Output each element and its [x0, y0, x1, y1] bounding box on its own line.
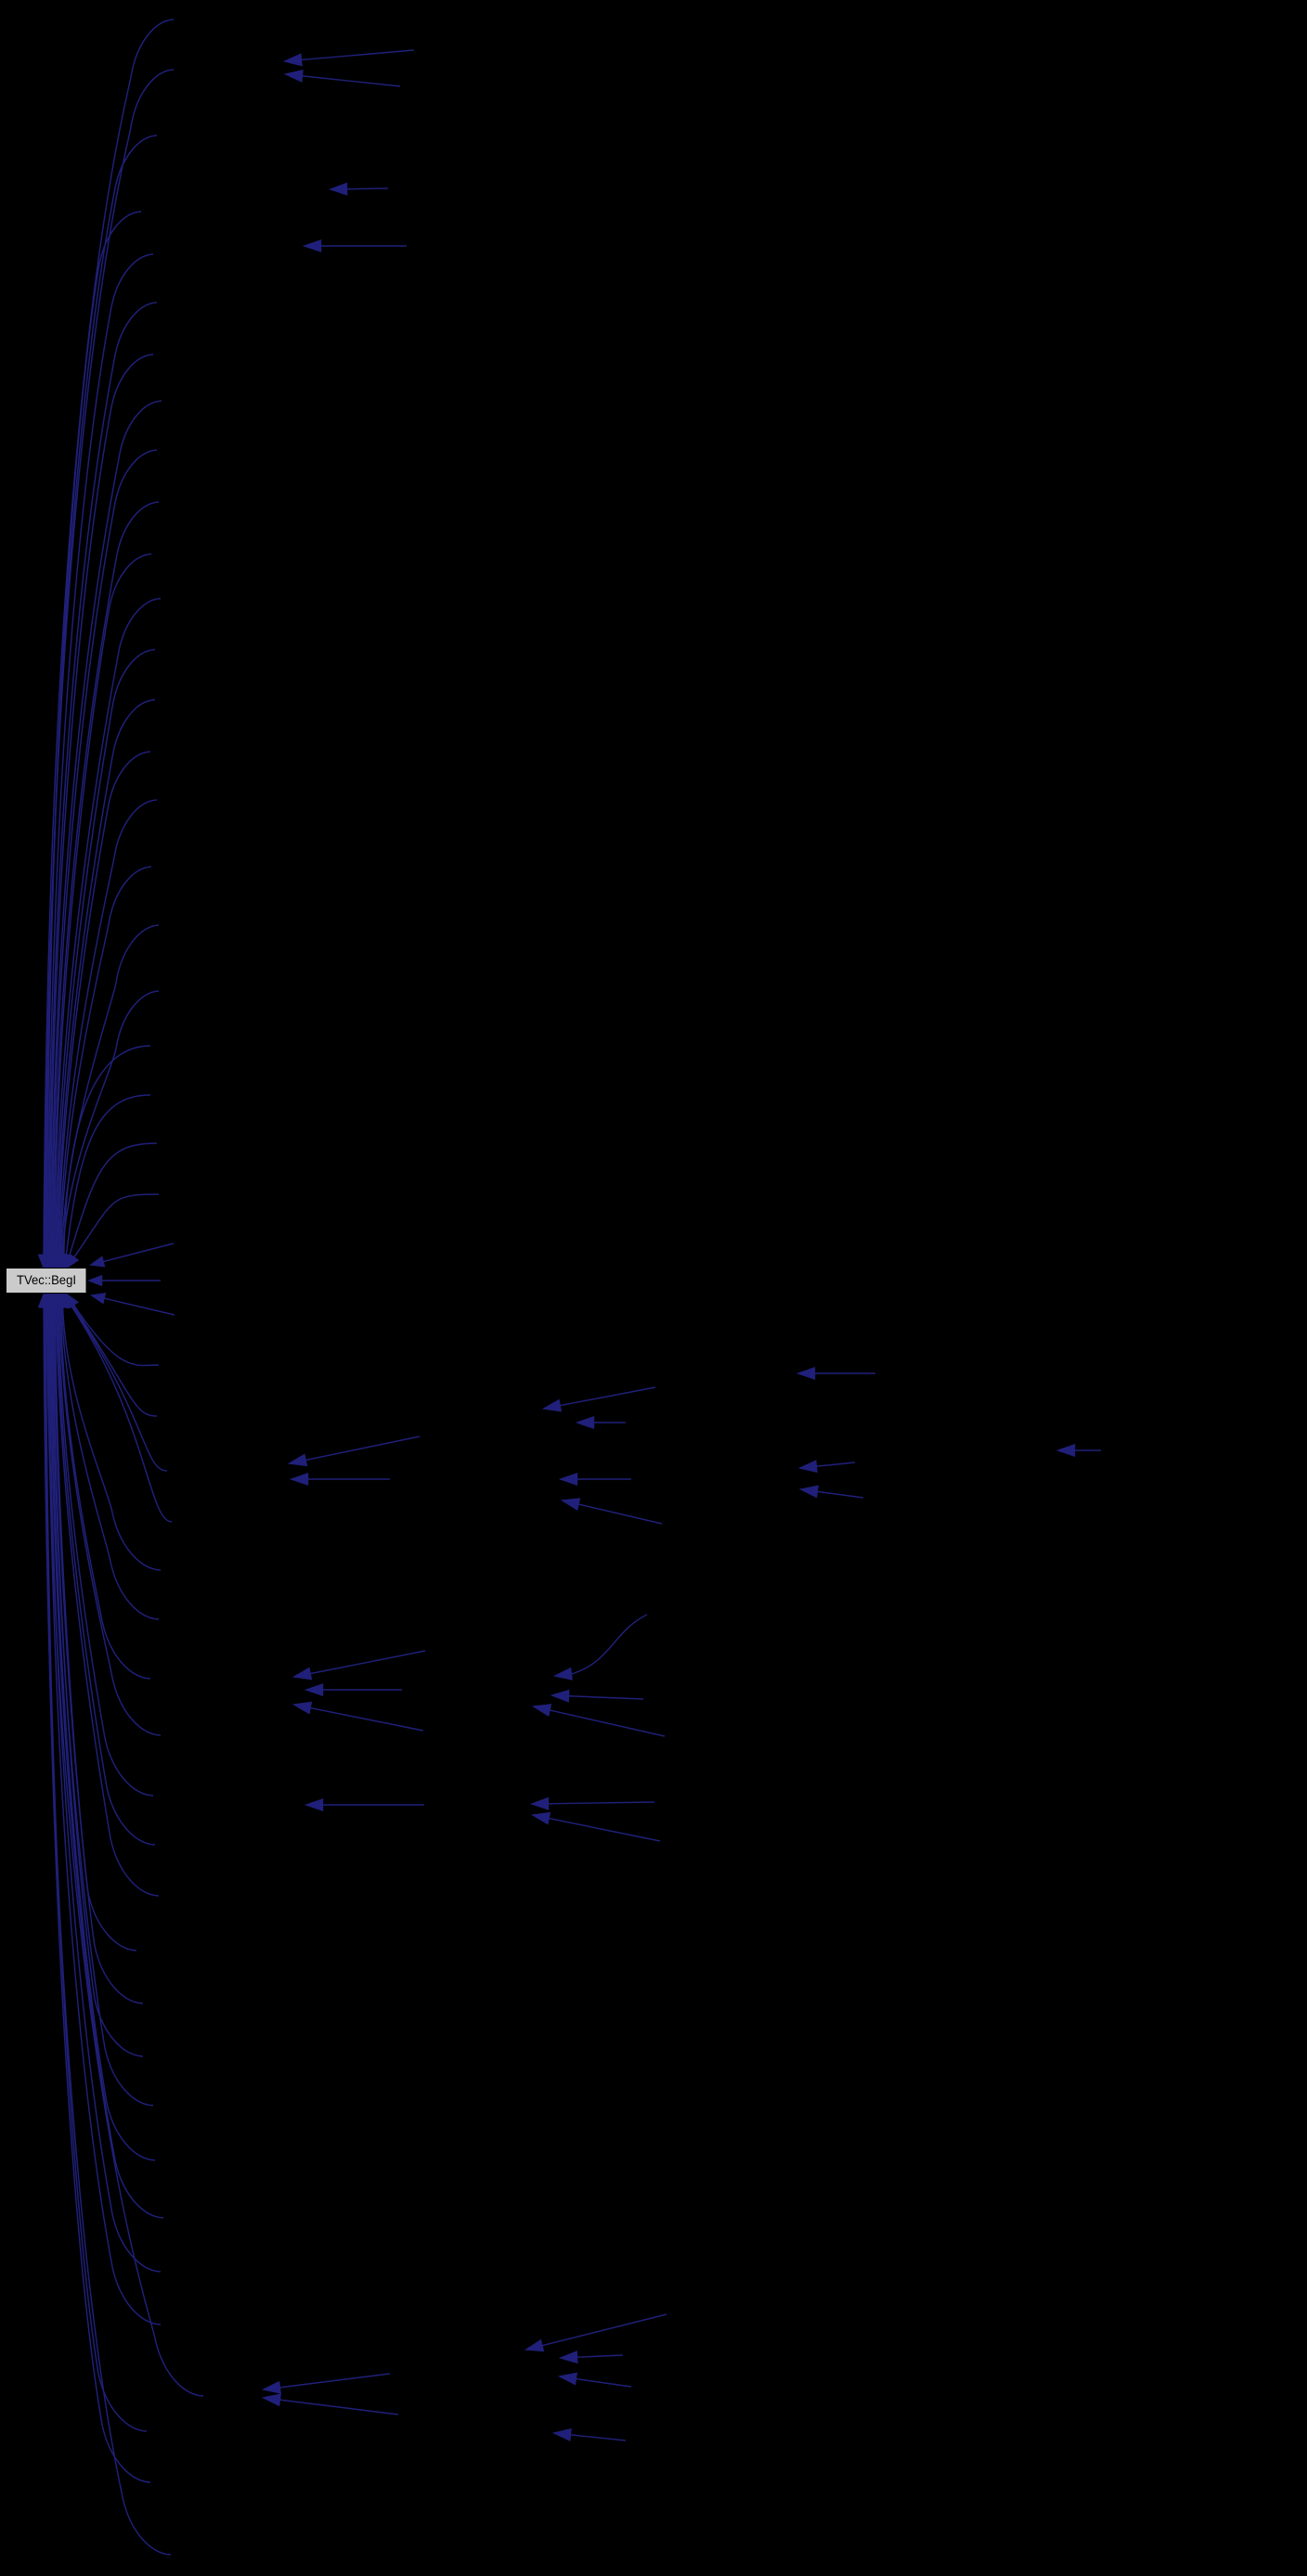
svg-text:TVec::BegI: TVec::BegI	[17, 1272, 76, 1287]
